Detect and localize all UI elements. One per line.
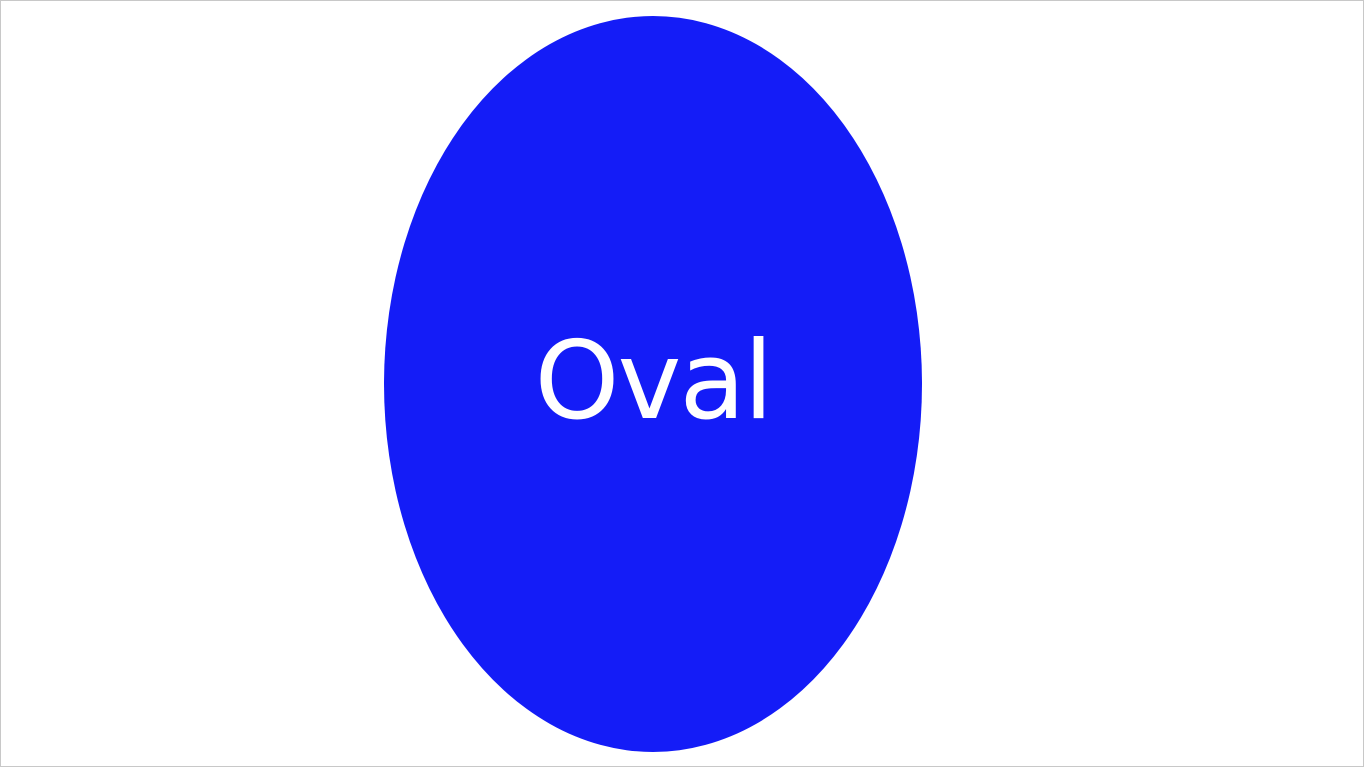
oval-shape[interactable]: Oval xyxy=(384,16,922,752)
oval-label: Oval xyxy=(534,319,773,444)
